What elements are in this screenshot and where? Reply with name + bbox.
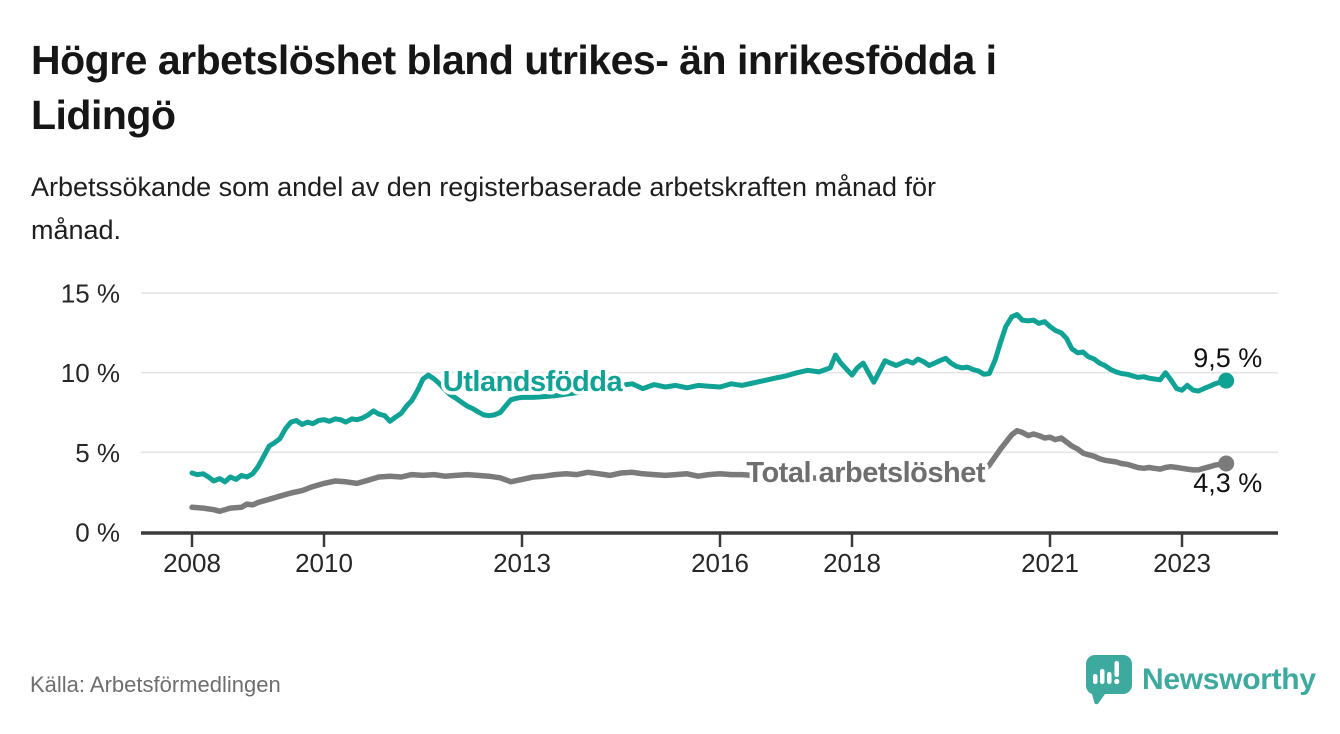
x-tick-label: 2016 (691, 548, 749, 578)
page-subtitle: Arbetssökande som andel av den registerb… (31, 172, 937, 245)
series-line-utlandsfodda (189, 312, 1229, 485)
x-tick-label: 2010 (295, 548, 353, 578)
series-end-dot-utlandsfodda (1218, 372, 1235, 389)
end-value-label-total: 4,3 % (1193, 468, 1262, 498)
series-line-total (189, 428, 1229, 515)
x-tick-label: 2021 (1021, 548, 1079, 578)
x-tick-label: 2013 (493, 548, 551, 578)
x-tick-label: 2008 (163, 548, 221, 578)
end-value-label-utlandsfodda: 9,5 % (1193, 343, 1262, 373)
y-tick-label: 5 % (75, 438, 120, 468)
x-tick-label: 2023 (1153, 548, 1211, 578)
newsworthy-logo-icon (1086, 655, 1132, 705)
newsworthy-logo-text: Newsworthy (1142, 663, 1316, 696)
y-tick-label: 15 % (61, 279, 120, 309)
y-tick-label: 0 % (75, 518, 120, 548)
series-label-total: Total arbetslöshet (746, 457, 985, 489)
series-end-dot-total (1218, 455, 1235, 472)
page-title: Högre arbetslöshet bland utrikes- än inr… (31, 37, 997, 138)
newsworthy-logo: Newsworthy (1086, 655, 1316, 705)
y-tick-label: 10 % (61, 358, 120, 388)
x-tick-label: 2018 (823, 548, 881, 578)
source-attribution: Källa: Arbetsförmedlingen (30, 672, 281, 697)
series-label-utlandsfodda: Utlandsfödda (443, 366, 624, 398)
